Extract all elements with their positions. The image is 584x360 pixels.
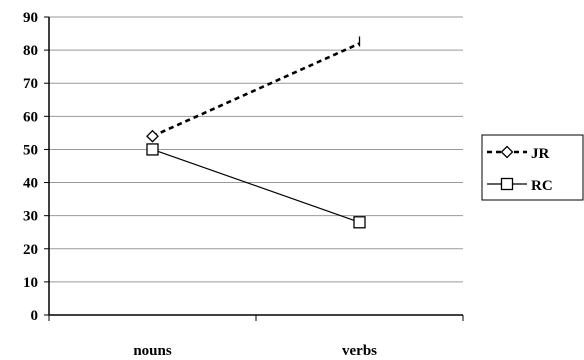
data-point-rc (353, 216, 366, 229)
x-axis-ticks: nouns verbs (48, 315, 464, 359)
y-tick-label: 60 (23, 109, 38, 125)
y-axis-ticks: 0 10 20 30 40 50 60 70 80 90 (23, 10, 49, 324)
series-line-jr (151, 42, 361, 138)
y-tick-label: 90 (23, 10, 38, 26)
y-tick-label: 40 (23, 176, 38, 192)
y-tick-label: 20 (23, 242, 38, 258)
legend-items: JR RC (487, 145, 553, 194)
legend-label-jr: JR (531, 146, 550, 162)
y-tick-label: 50 (23, 142, 38, 158)
legend-box (481, 134, 584, 201)
y-tick-label: 80 (23, 43, 38, 59)
data-point-rc (146, 143, 159, 156)
series-group (146, 36, 366, 229)
legend: JR RC (481, 134, 584, 201)
x-tick-label: nouns (133, 343, 172, 359)
series-line-rc (152, 148, 360, 223)
y-tick-label: 0 (31, 308, 39, 324)
data-point-jr (146, 129, 159, 143)
y-tick-label: 70 (23, 76, 38, 92)
plot-area (49, 17, 463, 315)
y-tick-label: 10 (23, 275, 38, 291)
legend-marker-jr (500, 145, 514, 159)
legend-label-rc: RC (531, 178, 553, 194)
gridlines (49, 16, 463, 283)
x-tick-label: verbs (342, 343, 377, 359)
legend-marker-rc (500, 177, 514, 191)
y-tick-label: 30 (23, 209, 38, 225)
